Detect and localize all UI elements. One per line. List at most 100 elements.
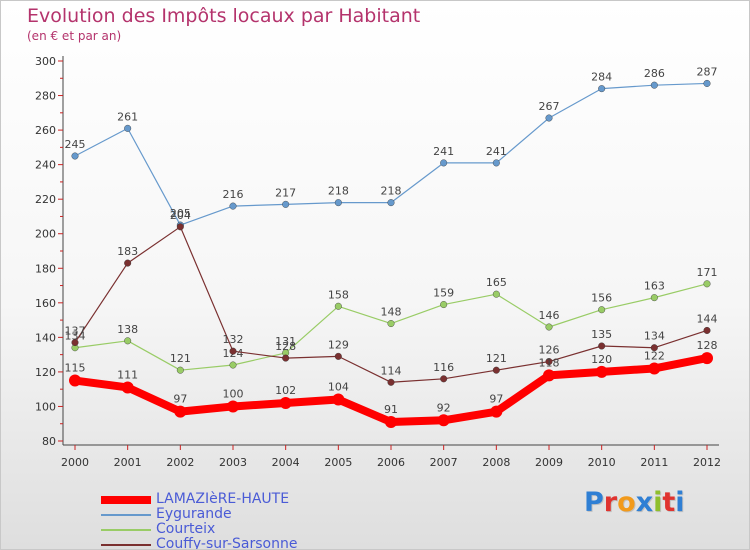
data-label-s0-2008: 97: [489, 393, 503, 406]
data-label-s3-2002: 204: [170, 209, 191, 222]
data-label-s3-2001: 183: [117, 245, 138, 258]
y-tick-label-240: 240: [35, 159, 56, 172]
data-label-s0-2011: 122: [644, 349, 665, 362]
point-s3-2005: [334, 352, 342, 360]
data-label-s1-2002: 205: [170, 207, 191, 220]
data-label-s1-2009: 267: [539, 100, 560, 113]
legend-swatch-3: [101, 544, 151, 546]
point-s3-2004: [282, 354, 290, 362]
y-tick-label-280: 280: [35, 90, 56, 103]
legend-label-0: LAMAZIèRE-HAUTE: [156, 491, 290, 507]
legend-item-1: Eygurande: [101, 506, 361, 522]
point-s0-2002: [174, 405, 187, 418]
data-label-s1-2008: 241: [486, 145, 507, 158]
data-label-s3-2009: 126: [539, 344, 560, 357]
data-label-s0-2005: 104: [328, 381, 349, 394]
point-s0-2004: [279, 397, 292, 409]
point-s3-2006: [387, 378, 395, 386]
data-label-s3-2010: 135: [591, 328, 612, 341]
point-s3-2003: [229, 347, 237, 355]
legend-item-3: Couffy-sur-Sarsonne: [101, 536, 361, 550]
legend-label-1: Eygurande: [156, 506, 232, 522]
point-s1-2007: [440, 159, 448, 167]
legend-swatch-1: [101, 514, 151, 516]
point-s3-2009: [545, 358, 553, 366]
point-s2-2001: [124, 337, 132, 345]
point-s1-2001: [124, 124, 132, 132]
point-s2-2010: [598, 306, 606, 314]
data-label-s3-2000: 137: [65, 325, 86, 338]
data-label-s1-2000: 245: [65, 138, 86, 151]
logo-letter: t: [662, 487, 676, 518]
data-label-s1-2006: 218: [381, 185, 402, 198]
data-label-s2-2008: 165: [486, 276, 507, 289]
x-tick-label-2000: 2000: [61, 456, 89, 469]
data-label-s3-2008: 121: [486, 352, 507, 365]
point-s3-2008: [492, 366, 500, 374]
point-s2-2002: [176, 366, 184, 374]
data-label-s3-2006: 114: [381, 364, 402, 377]
data-label-s2-2002: 121: [170, 352, 191, 365]
legend-label-2: Courteix: [156, 521, 216, 537]
x-tick-label-2009: 2009: [535, 456, 563, 469]
x-tick-label-2011: 2011: [640, 456, 668, 469]
point-s1-2009: [545, 114, 553, 122]
legend-item-2: Courteix: [101, 521, 361, 537]
data-label-s1-2005: 218: [328, 185, 349, 198]
data-label-s2-2012: 171: [697, 266, 718, 279]
point-s0-2009: [543, 369, 555, 382]
point-s0-2005: [332, 393, 345, 406]
logo-letter: P: [584, 487, 604, 518]
data-label-s1-2004: 217: [275, 186, 296, 199]
y-tick-label-180: 180: [35, 262, 56, 275]
point-s3-2012: [703, 326, 711, 334]
data-label-s1-2011: 286: [644, 67, 665, 80]
y-tick-label-100: 100: [35, 400, 56, 413]
x-tick-label-2008: 2008: [482, 456, 510, 469]
x-tick-label-2012: 2012: [693, 456, 721, 469]
point-s0-2011: [648, 362, 661, 375]
data-label-s0-2007: 92: [437, 401, 451, 414]
data-label-s2-2007: 159: [433, 287, 454, 300]
point-s2-2006: [387, 320, 395, 328]
point-s1-2005: [334, 199, 342, 207]
data-label-s2-2005: 158: [328, 288, 349, 301]
data-label-s0-2010: 120: [591, 353, 612, 366]
point-s3-2001: [124, 259, 132, 267]
data-label-s1-2001: 261: [117, 110, 138, 123]
data-label-s0-2002: 97: [173, 393, 187, 406]
point-s0-2001: [121, 381, 134, 394]
y-tick-label-160: 160: [35, 297, 56, 310]
point-s1-2006: [387, 199, 395, 207]
data-label-s2-2010: 156: [591, 292, 612, 305]
data-label-s0-2001: 111: [117, 368, 138, 381]
data-label-s3-2004: 128: [275, 340, 296, 353]
point-s3-2007: [440, 375, 448, 383]
logo-letter: o: [617, 487, 636, 518]
y-tick-label-260: 260: [35, 124, 56, 137]
point-s3-2000: [71, 339, 79, 347]
data-label-s2-2006: 148: [381, 306, 402, 319]
x-tick-label-2006: 2006: [377, 456, 405, 469]
point-s3-2010: [598, 342, 606, 350]
point-s2-2012: [703, 280, 711, 288]
point-s1-2000: [71, 152, 79, 160]
y-tick-label-80: 80: [42, 435, 56, 448]
legend-label-3: Couffy-sur-Sarsonne: [156, 536, 298, 550]
data-label-s0-2009: 118: [539, 356, 560, 369]
point-s2-2009: [545, 323, 553, 331]
data-label-s0-2003: 100: [223, 387, 244, 400]
data-label-s0-2006: 91: [384, 403, 398, 416]
point-s0-2010: [595, 365, 608, 378]
data-label-s0-2004: 102: [275, 384, 296, 397]
point-s0-2007: [437, 414, 450, 427]
logo-letter: x: [635, 487, 654, 518]
point-s2-2011: [650, 294, 658, 302]
point-s0-2000: [69, 374, 81, 387]
legend-swatch-0: [101, 496, 151, 504]
data-label-s3-2005: 129: [328, 338, 349, 351]
point-s1-2010: [598, 85, 606, 93]
point-s0-2006: [385, 416, 397, 428]
